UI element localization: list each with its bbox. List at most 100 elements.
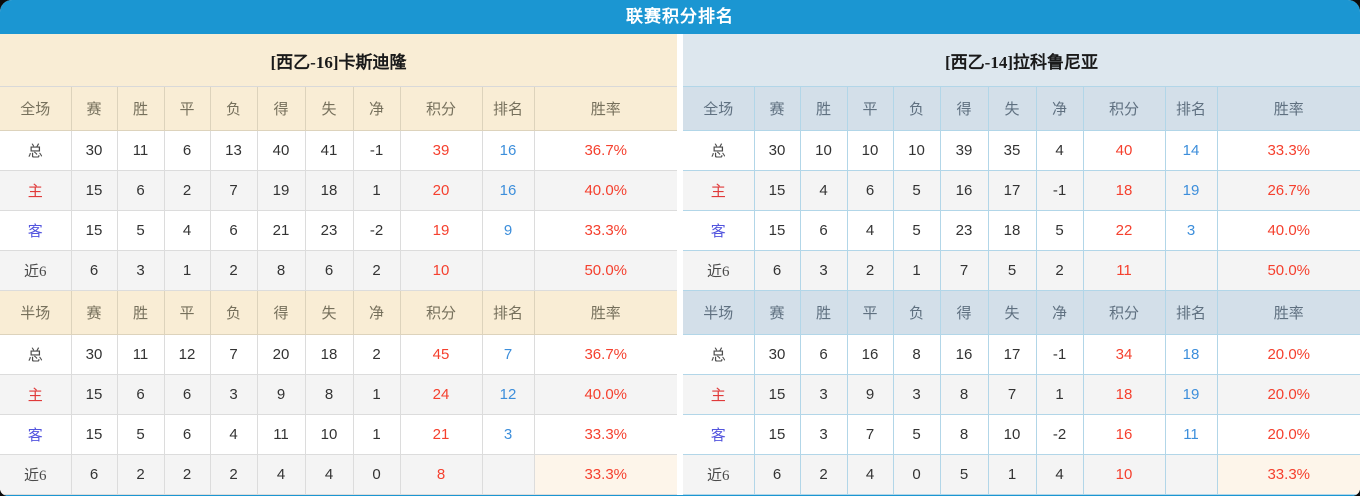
stat-cell: 5	[1035, 210, 1084, 251]
stat-cell: 7	[987, 374, 1037, 415]
stat-cell: 17	[987, 170, 1037, 211]
column-header: 胜	[116, 290, 165, 335]
stat-cell: 6	[799, 210, 848, 251]
stat-cell: 6	[116, 374, 165, 415]
stat-cell: 12	[163, 334, 211, 375]
rank-cell: 11	[1164, 414, 1218, 455]
points-cell: 24	[399, 374, 483, 415]
team-name-header-right: [西乙-14]拉科鲁尼亚	[683, 34, 1360, 87]
row-label: 主	[0, 374, 72, 415]
row-label: 近6	[0, 454, 72, 495]
rank-cell: 16	[481, 170, 535, 211]
rank-cell: 3	[481, 414, 535, 455]
column-header: 排名	[1164, 290, 1218, 335]
stat-cell: 4	[304, 454, 354, 495]
stat-cell: 17	[987, 334, 1037, 375]
stat-cell: 8	[256, 250, 306, 291]
stat-cell: 6	[163, 374, 211, 415]
win-rate-cell: 20.0%	[1216, 374, 1360, 415]
table-row: 近6 6 3 1 2 8 6 2 10 50.0%	[0, 250, 677, 291]
win-rate-cell: 33.3%	[533, 454, 677, 495]
table-row: 客 15 6 4 5 23 18 5 22 3 40.0%	[683, 210, 1360, 251]
stat-cell: 4	[209, 414, 258, 455]
stat-cell: 7	[939, 250, 989, 291]
column-header: 负	[892, 87, 941, 131]
stat-cell: 2	[209, 250, 258, 291]
stats-table-right: 全场 赛 胜 平 负 得 失 净 积分 排名 胜率 总 30 10 10	[683, 87, 1360, 495]
column-header: 失	[304, 290, 354, 335]
win-rate-cell: 33.3%	[533, 414, 677, 455]
stat-cell: 30	[753, 130, 801, 171]
stat-cell: 8	[939, 414, 989, 455]
table-row: 主 15 4 6 5 16 17 -1 18 19 26.7%	[683, 170, 1360, 211]
win-rate-cell: 36.7%	[533, 130, 677, 171]
rank-cell: 7	[481, 334, 535, 375]
stat-cell: 3	[799, 374, 848, 415]
stat-cell: 10	[846, 130, 894, 171]
stat-cell: 3	[799, 250, 848, 291]
row-label: 总	[683, 334, 755, 375]
stat-cell: 15	[70, 414, 118, 455]
rank-cell	[481, 454, 535, 495]
stat-cell: 3	[209, 374, 258, 415]
stat-cell: 4	[799, 170, 848, 211]
stat-cell: 40	[256, 130, 306, 171]
rank-cell: 18	[1164, 334, 1218, 375]
stat-cell: -1	[1035, 334, 1084, 375]
points-cell: 10	[399, 250, 483, 291]
points-cell: 8	[399, 454, 483, 495]
stat-cell: 15	[753, 374, 801, 415]
stat-cell: 21	[256, 210, 306, 251]
stat-cell: 6	[70, 250, 118, 291]
stat-cell: 4	[256, 454, 306, 495]
row-label: 主	[683, 170, 755, 211]
stat-cell: 2	[1035, 250, 1084, 291]
stat-cell: 4	[846, 210, 894, 251]
column-header: 平	[163, 87, 211, 131]
stat-cell: 6	[70, 454, 118, 495]
points-cell: 16	[1082, 414, 1166, 455]
column-header: 得	[256, 87, 306, 131]
stat-cell: 2	[163, 454, 211, 495]
row-label: 客	[0, 210, 72, 251]
column-header: 积分	[399, 87, 483, 131]
column-header: 净	[352, 290, 401, 335]
stat-cell: 41	[304, 130, 354, 171]
stat-cell: 30	[753, 334, 801, 375]
win-rate-cell: 33.3%	[533, 210, 677, 251]
win-rate-cell: 20.0%	[1216, 414, 1360, 455]
stat-cell: 15	[753, 170, 801, 211]
table-row: 客 15 3 7 5 8 10 -2 16 11 20.0%	[683, 414, 1360, 455]
stat-cell: 2	[209, 454, 258, 495]
points-cell: 20	[399, 170, 483, 211]
stat-cell: 18	[987, 210, 1037, 251]
column-header: 胜	[799, 87, 848, 131]
points-cell: 11	[1082, 250, 1166, 291]
column-header: 胜	[799, 290, 848, 335]
stat-cell: 8	[304, 374, 354, 415]
stat-cell: 20	[256, 334, 306, 375]
stat-cell: 2	[116, 454, 165, 495]
stat-cell: 5	[116, 210, 165, 251]
column-header: 得	[939, 290, 989, 335]
stat-cell: 5	[892, 170, 941, 211]
points-cell: 22	[1082, 210, 1166, 251]
stat-cell: 8	[939, 374, 989, 415]
rank-cell	[1164, 454, 1218, 495]
half-match-header-row: 半场 赛 胜 平 负 得 失 净 积分 排名 胜率	[0, 290, 677, 335]
table-row: 主 15 3 9 3 8 7 1 18 19 20.0%	[683, 374, 1360, 415]
row-label: 主	[0, 170, 72, 211]
stat-cell: 2	[163, 170, 211, 211]
stat-cell: 7	[209, 334, 258, 375]
row-label: 客	[0, 414, 72, 455]
stat-cell: 11	[256, 414, 306, 455]
stat-cell: 6	[846, 170, 894, 211]
table-row: 主 15 6 6 3 9 8 1 24 12 40.0%	[0, 374, 677, 415]
stat-cell: -2	[352, 210, 401, 251]
win-rate-cell: 50.0%	[1216, 250, 1360, 291]
win-rate-cell: 50.0%	[533, 250, 677, 291]
row-label: 近6	[0, 250, 72, 291]
table-row: 总 30 6 16 8 16 17 -1 34 18 20.0%	[683, 334, 1360, 375]
column-header: 全场	[0, 87, 72, 131]
stats-table-left: 全场 赛 胜 平 负 得 失 净 积分 排名 胜率 总 30 11 6	[0, 87, 677, 495]
